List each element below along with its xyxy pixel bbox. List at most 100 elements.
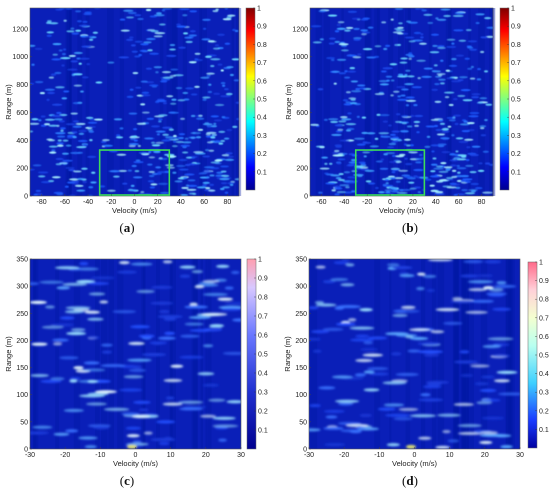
return-blob — [418, 436, 432, 440]
return-blob — [413, 120, 421, 124]
return-blob — [77, 139, 88, 143]
return-blob — [421, 9, 427, 12]
return-blob — [393, 309, 407, 313]
return-blob — [31, 63, 35, 66]
return-blob — [224, 42, 231, 45]
return-blob — [59, 162, 68, 165]
return-blob — [405, 162, 413, 166]
return-blob — [345, 423, 369, 428]
return-blob — [37, 171, 49, 174]
return-blob — [202, 96, 211, 99]
return-blob — [415, 8, 424, 10]
return-blob — [161, 71, 172, 74]
return-blob — [65, 144, 72, 147]
return-blob — [208, 40, 215, 43]
colorbar: 0.1 0.2 0.3 0.4 0.5 0.6 0.7 0.8 0.9 1 — [499, 6, 521, 191]
return-blob — [423, 353, 440, 357]
return-blob — [386, 443, 400, 447]
return-blob — [443, 91, 455, 94]
return-blob — [434, 124, 438, 128]
return-blob — [131, 164, 137, 168]
return-blob — [86, 402, 107, 406]
y-tick-label: 400 — [296, 138, 308, 145]
return-blob — [149, 186, 156, 189]
return-blob — [72, 102, 81, 105]
return-blob — [205, 149, 210, 152]
texture-streak — [69, 8, 72, 196]
return-blob — [56, 142, 64, 145]
x-axis-label: Velocity (m/s) — [113, 459, 159, 468]
return-blob — [467, 67, 473, 70]
return-blob — [194, 85, 200, 88]
return-blob — [414, 124, 419, 127]
return-blob — [164, 331, 176, 335]
return-blob — [338, 43, 349, 46]
plot-frame — [309, 7, 494, 197]
return-blob — [339, 184, 350, 187]
return-blob — [196, 186, 207, 189]
colorbar-tick-label: 0.5 — [258, 352, 268, 359]
return-blob — [345, 263, 355, 267]
return-blob — [361, 31, 371, 34]
return-blob — [391, 171, 396, 174]
x-tick-label: 0 — [133, 199, 137, 206]
return-blob — [434, 100, 442, 103]
heatmap-returns — [309, 259, 520, 449]
colorbar-tick-label: 0.8 — [539, 297, 549, 304]
return-blob — [349, 102, 358, 105]
return-blob — [328, 42, 335, 45]
return-blob — [468, 287, 487, 292]
return-blob — [479, 97, 488, 100]
return-blob — [86, 63, 91, 66]
return-blob — [344, 191, 353, 194]
return-blob — [145, 67, 153, 70]
return-blob — [112, 175, 120, 178]
return-blob — [215, 175, 224, 178]
colorbar-tick-label: 0.4 — [258, 371, 268, 378]
return-blob — [480, 50, 485, 54]
return-blob — [355, 426, 366, 430]
return-blob — [399, 153, 406, 156]
x-tick-label: -20 — [106, 199, 116, 206]
return-blob — [385, 44, 391, 48]
return-blob — [334, 40, 341, 44]
return-blob — [446, 116, 456, 120]
return-blob — [437, 119, 444, 122]
return-blob — [416, 59, 426, 62]
x-tick-label: 0 — [413, 452, 417, 459]
return-blob — [53, 432, 70, 436]
x-tick-label: 60 — [200, 199, 208, 206]
texture-streak — [169, 259, 176, 449]
return-blob — [198, 172, 203, 175]
return-blob — [157, 315, 183, 319]
return-blob — [135, 86, 142, 89]
return-blob — [493, 434, 512, 438]
return-blob — [149, 15, 158, 18]
return-blob — [398, 169, 409, 172]
return-blob — [206, 74, 211, 77]
return-blob — [337, 178, 346, 182]
return-blob — [443, 14, 452, 18]
return-blob — [453, 98, 458, 101]
return-blob — [334, 187, 343, 190]
return-blob — [147, 163, 153, 166]
return-blob — [210, 136, 216, 139]
return-blob — [462, 99, 473, 102]
return-blob — [443, 321, 463, 325]
return-blob — [179, 265, 196, 269]
return-blob — [32, 425, 53, 429]
return-blob — [50, 73, 57, 76]
return-blob — [202, 292, 228, 297]
return-blob — [226, 16, 232, 19]
colorbar-tick-label: 0.8 — [257, 42, 267, 49]
return-blob — [418, 42, 427, 45]
return-blob — [382, 120, 389, 123]
y-tick-label: 600 — [296, 110, 308, 117]
return-blob — [447, 439, 460, 443]
return-blob — [315, 303, 337, 307]
texture-streak — [108, 259, 114, 449]
return-blob — [127, 11, 137, 15]
return-blob — [338, 172, 344, 176]
return-blob — [66, 331, 87, 336]
return-blob — [46, 34, 52, 37]
